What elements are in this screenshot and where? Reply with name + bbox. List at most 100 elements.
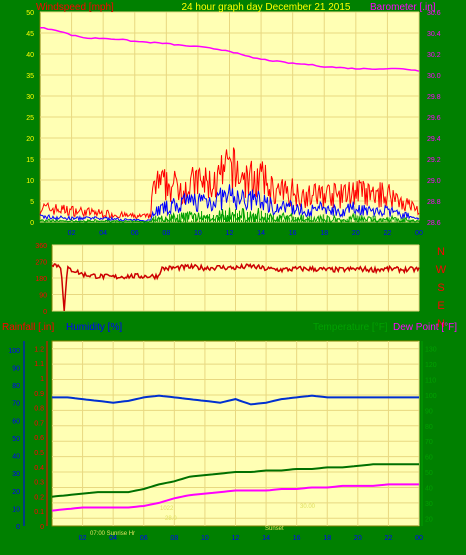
wind-x-tick-label: 22 [384,230,392,237]
baro-y-tick-label: 29.2 [427,157,441,164]
wind-x-tick-label: 14 [257,230,265,237]
wind-y-tick-label: 45 [26,31,34,38]
temp-y-tick-label: 30 [425,501,433,508]
wind-direction-line [51,262,420,312]
note-text: 1022 [160,506,174,512]
compass-label: E [437,300,444,312]
humidity-y-tick-label: 50 [12,436,20,443]
humidity-y-tick-label: 20 [12,489,20,496]
dewpoint-line [51,483,419,512]
temperature-label: Temperature [°F] [313,322,388,333]
wind-x-tick-label: 08 [162,230,170,237]
humidity-y-tick-label: 80 [12,383,20,390]
temp-x-tick-label: 18 [323,535,331,542]
temp-y-tick-label: 70 [425,439,433,446]
temp-x-tick-label: 02 [79,535,87,542]
humidity-y-tick-label: 90 [12,365,20,372]
humidity-y-tick-label: 100 [8,348,20,355]
rain-y-tick-label: 0.1 [34,509,44,516]
rain-y-tick-label: 0.4 [34,465,44,472]
temp-x-tick-label: 16 [293,535,301,542]
temp-y-tick-label: 80 [425,424,433,431]
barometer-line [40,27,420,72]
compass-label: N [437,246,445,258]
wind-x-tick-label: 20 [352,230,360,237]
temp-x-tick-label: 10 [201,535,209,542]
sunrise-note: 07:00 Sunrise Hr [90,531,135,537]
direction-y-tick-label: 270 [35,260,47,267]
wind-y-tick-label: 15 [26,157,34,164]
rain-y-tick-label: 1.2 [34,346,44,353]
humidity-line [52,394,419,406]
temperature-line [51,463,419,498]
barometer-label: Barometer [.in] [370,2,436,13]
compass-label: S [437,282,444,294]
temp-y-tick-label: 20 [425,516,433,523]
note-text: 30.00 [300,504,316,510]
baro-y-tick-label: 30.6 [427,10,441,17]
wind-y-tick-label: 0 [30,220,34,227]
baro-y-tick-label: 30.2 [427,52,441,59]
wind-x-tick-label: 02 [68,230,76,237]
wind-y-tick-label: 25 [26,115,34,122]
temp-x-tick-label: 04 [109,535,117,542]
windspeed-gust-line [39,147,420,220]
windspeed-avg-line [39,184,420,223]
temp-x-tick-label: 08 [170,535,178,542]
temp-y-tick-label: 120 [425,362,437,369]
wind-x-tick-label: 10 [194,230,202,237]
dewpoint-label: Dew Point [°F] [393,322,457,333]
note-text: 28.0 [165,516,177,522]
windspeed-low-line [39,207,420,224]
wind-y-tick-label: 50 [26,10,34,17]
wind-x-tick-label: 06 [131,230,139,237]
wind-x-tick-label: 12 [226,230,234,237]
temp-y-tick-label: 50 [425,470,433,477]
baro-y-tick-label: 29.8 [427,94,441,101]
temp-x-tick-label: 12 [232,535,240,542]
baro-y-tick-label: 28.6 [427,220,441,227]
rain-y-tick-label: 0.5 [34,450,44,457]
direction-y-tick-label: 0 [43,309,47,316]
wind-y-tick-label: 35 [26,73,34,80]
baro-y-tick-label: 29.0 [427,178,441,185]
direction-y-tick-label: 90 [39,293,47,300]
rain-y-tick-label: 0 [40,524,44,531]
temp-x-tick-label: 22 [385,535,393,542]
temp-y-tick-label: 130 [425,347,437,354]
rain-y-tick-label: 0.7 [34,420,44,427]
temp-y-tick-label: 90 [425,408,433,415]
temp-x-tick-label: 20 [354,535,362,542]
temp-x-tick-label: 14 [262,535,270,542]
wind-x-tick-label: 04 [99,230,107,237]
humidity-y-tick-label: 30 [12,471,20,478]
wind-y-tick-label: 40 [26,52,34,59]
compass-label: W [436,264,447,276]
rain-y-tick-label: 1.1 [34,361,44,368]
wind-x-tick-label: 18 [320,230,328,237]
baro-y-tick-label: 30.4 [427,31,441,38]
temp-y-tick-label: 60 [425,455,433,462]
wind-x-tick-label: 16 [289,230,297,237]
wind-x-tick-label: 00 [415,230,423,237]
humidity-y-tick-label: 10 [12,506,20,513]
rain-y-tick-label: 0.9 [34,391,44,398]
rain-y-tick-label: 0.3 [34,480,44,487]
humidity-label: Humidity [%] [66,322,122,333]
temp-y-tick-label: 110 [425,378,436,385]
humidity-y-tick-label: 0 [16,524,20,531]
baro-y-tick-label: 30.0 [427,73,441,80]
wind-y-tick-label: 30 [26,94,34,101]
rain-y-tick-label: 0.6 [34,435,44,442]
wind-y-tick-label: 5 [30,199,34,206]
chart-title: 24 hour graph day December 21 2015 [181,2,350,13]
sunset-note: Sunset [265,526,284,532]
compass-label: N [437,318,445,330]
rain-y-tick-label: 0.2 [34,494,44,501]
baro-y-tick-label: 28.8 [427,199,441,206]
wind-y-tick-label: 20 [26,136,34,143]
temp-x-tick-label: 00 [415,535,423,542]
direction-y-tick-label: 180 [35,276,47,283]
windspeed-label: Windspeed [mph] [36,2,114,13]
